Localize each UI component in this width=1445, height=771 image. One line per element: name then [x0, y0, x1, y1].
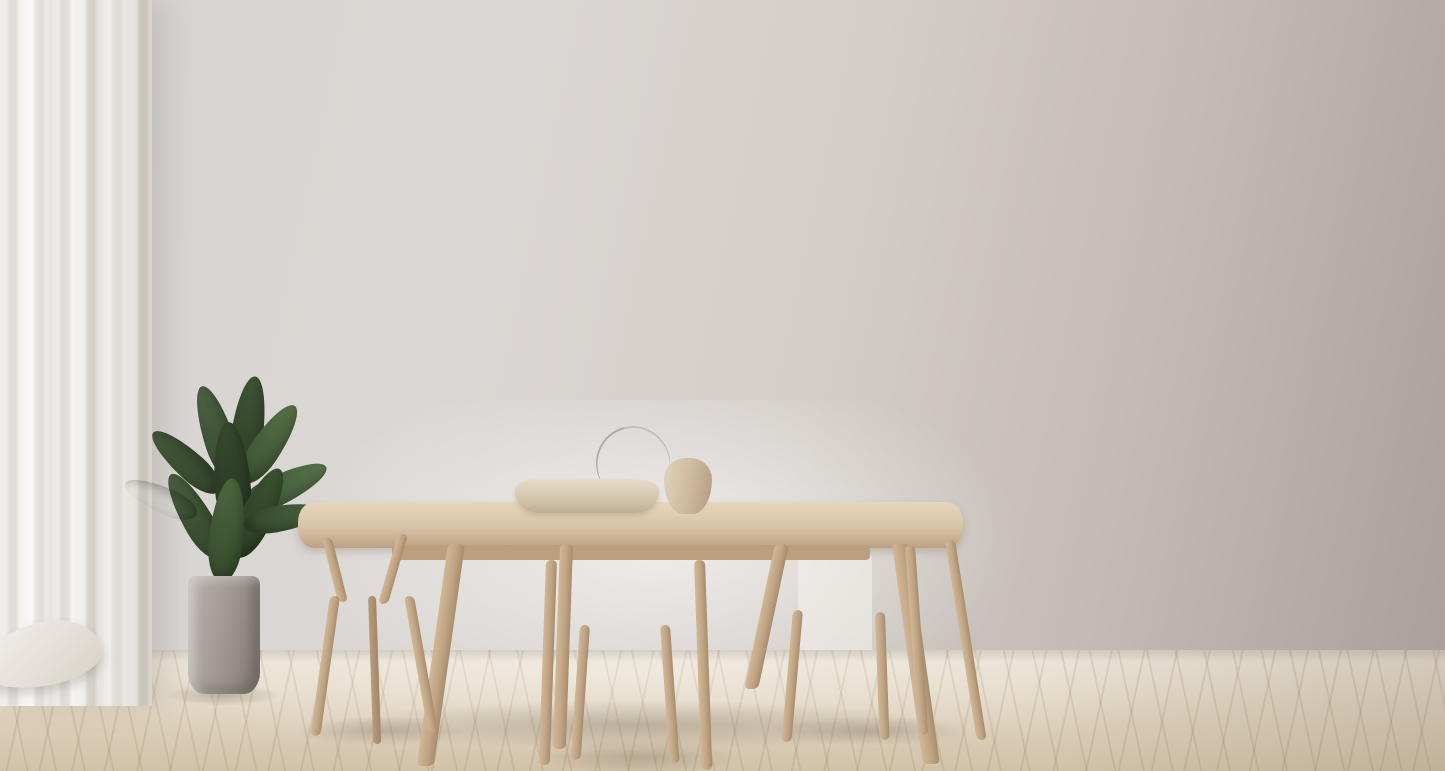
ceramic-vase: [716, 470, 772, 516]
glass-bowl: [515, 479, 659, 513]
chair-shadow: [765, 716, 975, 746]
curtain: [0, 0, 152, 706]
ceramic-vase: [664, 458, 712, 514]
dining-table-apron: [392, 545, 870, 560]
ratio-title-3-4: 3:4 Ratio: [0, 0, 1445, 18]
chair-shadow: [535, 740, 745, 771]
plant-pot: [188, 576, 260, 694]
potted-plant: [143, 374, 333, 712]
